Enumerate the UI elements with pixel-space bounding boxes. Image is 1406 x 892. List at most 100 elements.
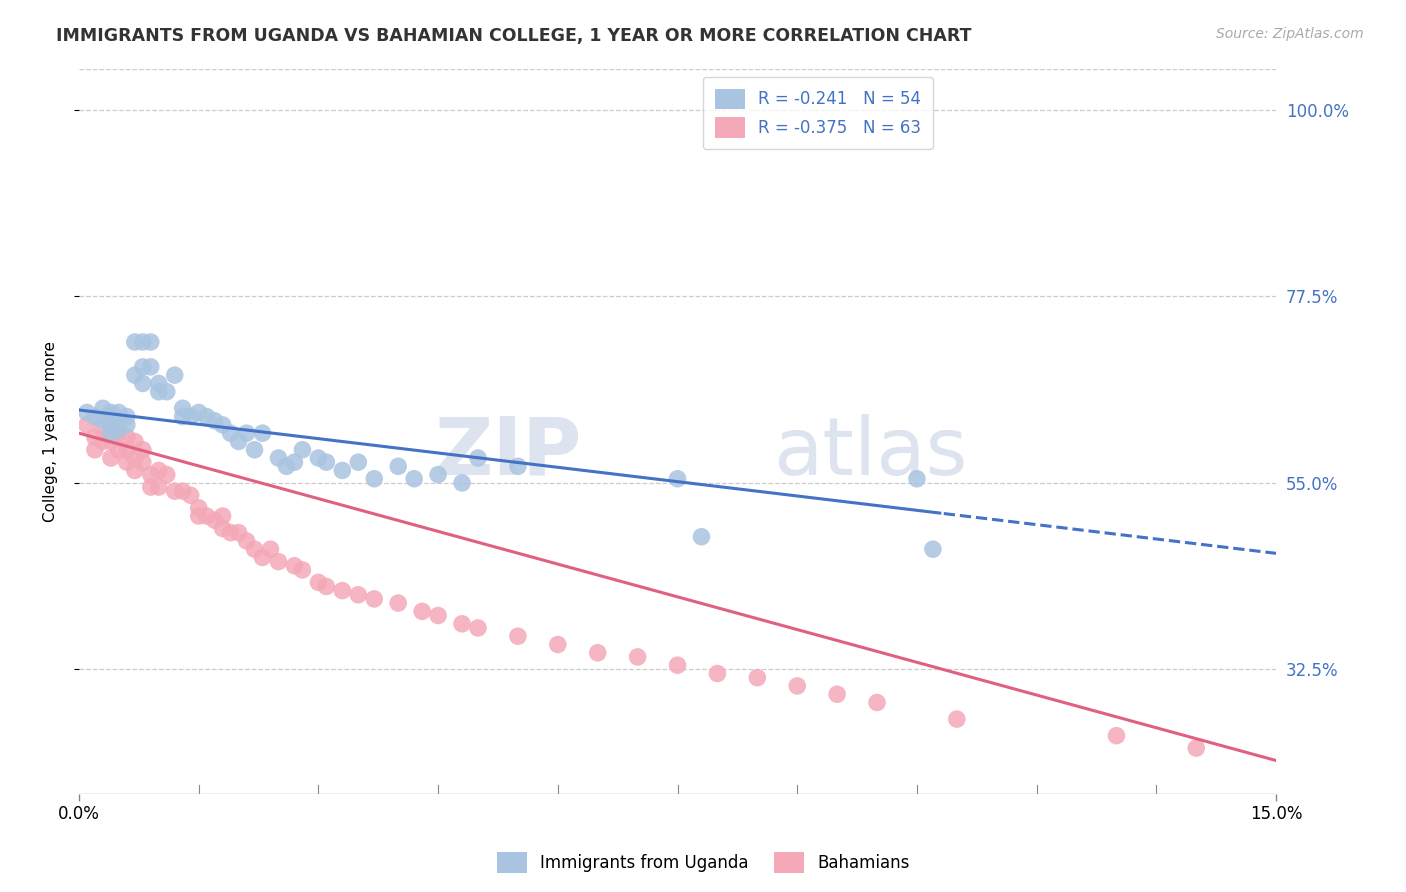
Point (291, 442, 314, 457)
Point (180, 488, 202, 502)
Point (467, 450, 489, 465)
Point (228, 434, 250, 449)
Point (235, 426, 257, 441)
Point (108, 426, 131, 441)
Point (180, 409, 202, 424)
Point (100, 405, 122, 419)
Point (91, 422, 114, 436)
Point (148, 463, 170, 477)
Point (315, 579, 337, 593)
Point (291, 563, 314, 577)
Point (586, 646, 609, 660)
Point (427, 608, 450, 623)
Point (866, 696, 889, 710)
Point (211, 417, 233, 432)
Point (124, 450, 146, 465)
Point (195, 509, 218, 524)
Point (91, 434, 114, 449)
Point (84, 442, 107, 457)
Point (211, 509, 233, 524)
Legend: R = -0.241   N = 54, R = -0.375   N = 63: R = -0.241 N = 54, R = -0.375 N = 63 (703, 77, 932, 149)
Point (115, 442, 138, 457)
Point (411, 604, 433, 618)
Point (267, 450, 290, 465)
Point (100, 426, 122, 441)
Point (84, 430, 107, 444)
Point (330, 583, 353, 598)
Point (195, 409, 218, 424)
Point (187, 509, 209, 524)
Point (451, 616, 474, 631)
Point (148, 376, 170, 391)
Point (276, 459, 298, 474)
Point (946, 712, 969, 726)
Point (451, 475, 474, 490)
Point (100, 417, 122, 432)
Point (283, 455, 305, 469)
Text: ZIP: ZIP (434, 414, 582, 491)
Point (211, 521, 233, 535)
Point (1185, 741, 1208, 756)
Point (156, 384, 179, 399)
Point (219, 426, 242, 441)
Point (115, 409, 138, 424)
Point (204, 414, 226, 428)
Point (427, 467, 450, 482)
Point (187, 405, 209, 419)
Point (91, 401, 114, 416)
Point (132, 334, 155, 349)
Point (76, 417, 98, 432)
Point (156, 467, 179, 482)
Point (506, 629, 529, 643)
Point (124, 463, 146, 477)
Point (100, 434, 122, 449)
Point (547, 638, 569, 652)
Point (108, 405, 131, 419)
Point (172, 484, 194, 499)
Point (108, 422, 131, 436)
Point (905, 472, 928, 486)
Point (315, 455, 337, 469)
Point (347, 588, 370, 602)
Point (219, 525, 242, 540)
Point (115, 455, 138, 469)
Point (132, 442, 155, 457)
Point (108, 414, 131, 428)
Point (84, 409, 107, 424)
Point (252, 550, 274, 565)
Point (387, 459, 409, 474)
Text: IMMIGRANTS FROM UGANDA VS BAHAMIAN COLLEGE, 1 YEAR OR MORE CORRELATION CHART: IMMIGRANTS FROM UGANDA VS BAHAMIAN COLLE… (56, 27, 972, 45)
Point (139, 480, 162, 494)
Point (132, 455, 155, 469)
Point (690, 530, 713, 544)
Point (747, 671, 769, 685)
Point (626, 649, 648, 664)
Point (330, 463, 353, 477)
Point (100, 450, 122, 465)
Y-axis label: College, 1 year or more: College, 1 year or more (44, 341, 58, 522)
Point (148, 480, 170, 494)
Point (139, 467, 162, 482)
Point (243, 542, 266, 557)
Point (139, 359, 162, 374)
Point (235, 533, 257, 548)
Point (163, 484, 186, 499)
Point (506, 459, 529, 474)
Point (124, 334, 146, 349)
Text: Source: ZipAtlas.com: Source: ZipAtlas.com (1216, 27, 1364, 41)
Point (243, 442, 266, 457)
Point (1105, 729, 1128, 743)
Point (124, 368, 146, 383)
Point (786, 679, 808, 693)
Point (363, 472, 385, 486)
Point (307, 575, 329, 590)
Point (115, 430, 138, 444)
Point (228, 525, 250, 540)
Point (132, 376, 155, 391)
Point (825, 687, 848, 701)
Point (172, 409, 194, 424)
Point (666, 658, 689, 673)
Point (187, 500, 209, 515)
Text: atlas: atlas (773, 414, 967, 491)
Point (267, 555, 290, 569)
